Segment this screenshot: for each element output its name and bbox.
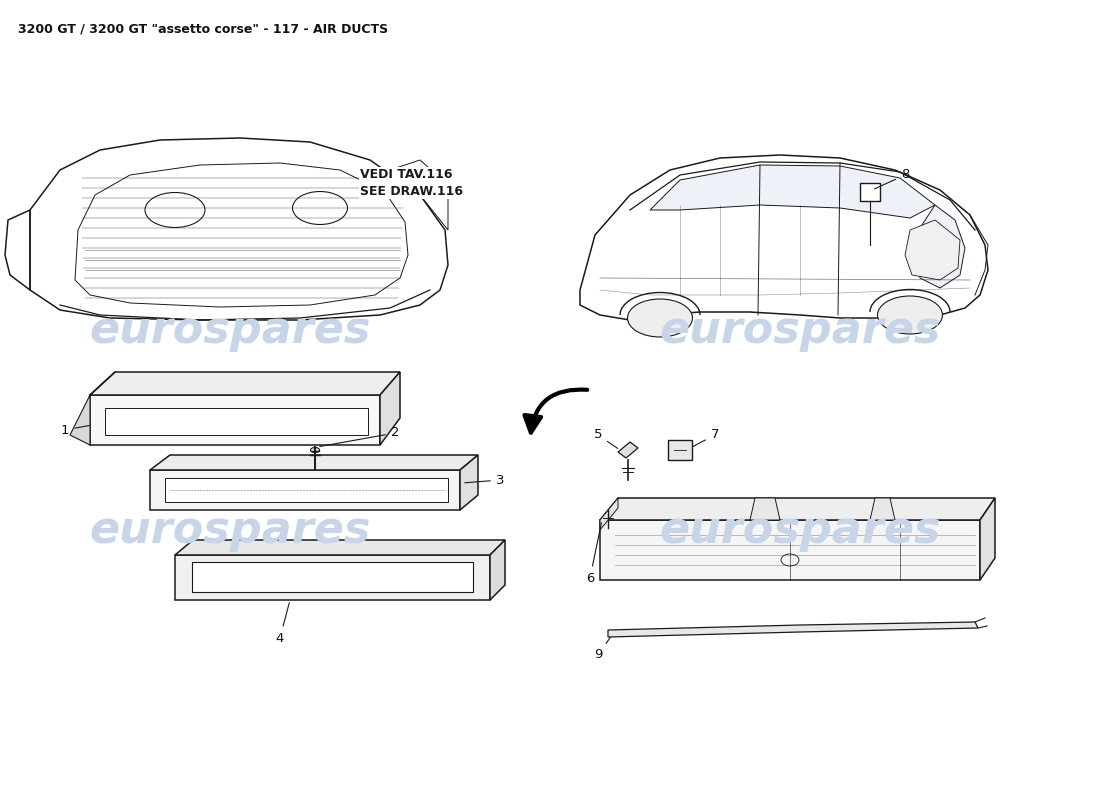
Polygon shape bbox=[600, 498, 618, 530]
Ellipse shape bbox=[878, 296, 943, 334]
Polygon shape bbox=[104, 408, 368, 435]
Polygon shape bbox=[490, 540, 505, 600]
Text: 5: 5 bbox=[594, 429, 618, 449]
Text: eurospares: eurospares bbox=[89, 509, 371, 551]
Polygon shape bbox=[650, 165, 935, 218]
Polygon shape bbox=[618, 442, 638, 458]
Polygon shape bbox=[750, 498, 780, 520]
Text: 1: 1 bbox=[60, 423, 89, 437]
Text: 7: 7 bbox=[693, 429, 719, 446]
Polygon shape bbox=[192, 562, 473, 592]
Polygon shape bbox=[175, 555, 490, 600]
Text: 3: 3 bbox=[465, 474, 504, 486]
Polygon shape bbox=[175, 540, 505, 555]
Polygon shape bbox=[90, 395, 379, 445]
Text: 3200 GT / 3200 GT "assetto corse" - 117 - AIR DUCTS: 3200 GT / 3200 GT "assetto corse" - 117 … bbox=[18, 22, 388, 35]
Ellipse shape bbox=[310, 447, 319, 453]
Polygon shape bbox=[460, 455, 478, 510]
Text: eurospares: eurospares bbox=[659, 509, 940, 551]
Polygon shape bbox=[600, 520, 980, 580]
Text: 6: 6 bbox=[586, 522, 602, 585]
Text: eurospares: eurospares bbox=[659, 309, 940, 351]
Polygon shape bbox=[70, 395, 90, 445]
Polygon shape bbox=[90, 372, 400, 395]
Text: 4: 4 bbox=[276, 602, 289, 645]
FancyBboxPatch shape bbox=[668, 440, 692, 460]
Polygon shape bbox=[165, 478, 448, 502]
Polygon shape bbox=[379, 372, 400, 445]
Polygon shape bbox=[150, 470, 460, 510]
Text: VEDI TAV.116
SEE DRAW.116: VEDI TAV.116 SEE DRAW.116 bbox=[360, 168, 463, 198]
Ellipse shape bbox=[627, 299, 693, 337]
Polygon shape bbox=[980, 498, 996, 580]
Polygon shape bbox=[608, 622, 978, 637]
Text: eurospares: eurospares bbox=[89, 309, 371, 351]
Text: 9: 9 bbox=[594, 638, 610, 662]
Polygon shape bbox=[150, 455, 478, 470]
FancyBboxPatch shape bbox=[860, 183, 880, 201]
Polygon shape bbox=[600, 498, 996, 520]
Text: 8: 8 bbox=[874, 169, 910, 189]
Polygon shape bbox=[915, 205, 965, 288]
Text: 2: 2 bbox=[320, 426, 399, 446]
Polygon shape bbox=[905, 220, 960, 280]
Polygon shape bbox=[870, 498, 895, 520]
